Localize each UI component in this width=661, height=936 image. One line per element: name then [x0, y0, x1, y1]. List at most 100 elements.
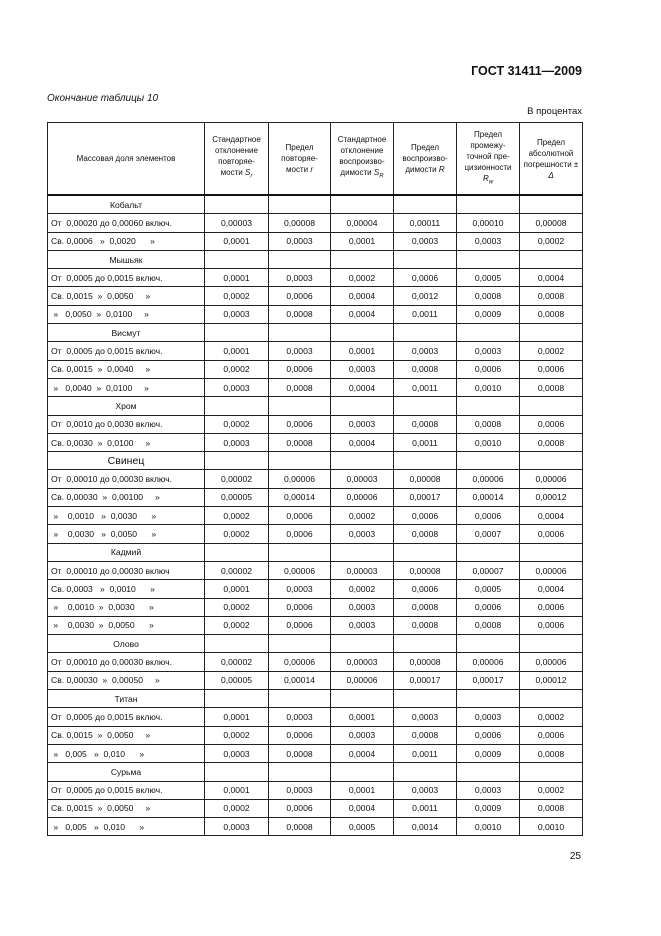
value-cell: 0,0010: [456, 432, 520, 453]
empty-cell: [393, 634, 457, 654]
table-row: Св. 0,0006 » 0,0020 » 0,0001 0,0003 0,0001 0…: [47, 231, 583, 251]
element-name: Свинец: [47, 451, 205, 471]
table-row: » 0,0030 » 0,0050 » 0,0002 0,0006 0,0003 0,0…: [47, 615, 583, 636]
value-cell: 0,0011: [393, 304, 457, 325]
table-row: Св. 0,0015 » 0,0050 » 0,0002 0,0006 0,0004 0…: [47, 286, 583, 306]
value-cell: 0,0003: [204, 432, 269, 453]
mass-fraction-range: От 0,00010 до 0,00030 включ: [47, 560, 205, 581]
empty-cell: [268, 249, 331, 270]
value-cell: 0,0008: [268, 432, 331, 453]
value-cell: 0,0003: [268, 579, 331, 599]
value-cell: 0,0008: [456, 414, 520, 434]
element-name: Кобальт: [47, 194, 205, 215]
table-row: От 0,0005 до 0,0015 включ. 0,0001 0,0003 0,…: [47, 341, 583, 361]
empty-cell: [456, 762, 520, 782]
column-header-text: Стандартное отклонение повторяе-мости: [212, 135, 261, 178]
value-cell: 0,0003: [268, 780, 331, 800]
mass-fraction-range: » 0,0050 » 0,0100 »: [47, 304, 205, 325]
value-cell: 0,00006: [519, 652, 583, 672]
empty-cell: [330, 634, 394, 654]
value-cell: 0,0008: [519, 304, 583, 325]
value-cell: 0,0010: [456, 377, 520, 398]
value-cell: 0,0008: [393, 359, 457, 379]
empty-cell: [393, 451, 457, 471]
value-cell: 0,0006: [268, 615, 331, 636]
empty-cell: [456, 194, 520, 215]
column-header-subscript: r: [250, 173, 253, 180]
empty-cell: [268, 762, 331, 782]
value-cell: 0,0008: [268, 817, 331, 837]
empty-cell: [393, 194, 457, 215]
column-header: Предел воспроизво-димости R: [393, 122, 457, 196]
empty-cell: [204, 396, 269, 416]
value-cell: 0,0003: [456, 780, 520, 800]
value-cell: 0,0006: [393, 579, 457, 599]
value-cell: 0,00011: [393, 213, 457, 233]
empty-cell: [330, 542, 394, 562]
mass-fraction-range: Св. 0,00030 » 0,00100 »: [47, 487, 205, 508]
empty-cell: [268, 451, 331, 471]
column-header-text: Массовая доля элементов: [76, 154, 176, 163]
value-cell: 0,0008: [519, 432, 583, 453]
table-row: Св. 0,00030 » 0,00100 » 0,00005 0,00014 0,0…: [47, 487, 583, 508]
mass-fraction-range: Св. 0,0030 » 0,0100 »: [47, 432, 205, 453]
element-name: Мышьяк: [47, 249, 205, 270]
element-group-row: Кобальт: [47, 194, 583, 215]
element-group-row: Сурьма: [47, 762, 583, 782]
column-header-symbol: R: [438, 165, 445, 174]
element-name: Олово: [47, 634, 205, 654]
table-row: Св. 0,0015 » 0,0050 » 0,0002 0,0006 0,0004 0…: [47, 798, 583, 819]
table-row: » 0,005 » 0,010 » 0,0003 0,0008 0,0005 0,001…: [47, 817, 583, 837]
value-cell: 0,0003: [268, 231, 331, 251]
value-cell: 0,0001: [330, 231, 394, 251]
value-cell: 0,00008: [393, 652, 457, 672]
value-cell: 0,0002: [330, 268, 394, 288]
value-cell: 0,0004: [330, 432, 394, 453]
empty-cell: [393, 542, 457, 562]
value-cell: 0,0001: [204, 579, 269, 599]
element-name: Кадмий: [47, 542, 205, 562]
table-row: » 0,0030 » 0,0050 » 0,0002 0,0006 0,0003 0,0…: [47, 524, 583, 544]
element-group-row: Хром: [47, 396, 583, 416]
table-row: От 0,0010 до 0,0030 включ. 0,0002 0,0006 0,…: [47, 414, 583, 434]
mass-fraction-range: » 0,0010 » 0,0030 »: [47, 506, 205, 526]
empty-cell: [268, 194, 331, 215]
value-cell: 0,0009: [456, 304, 520, 325]
empty-cell: [330, 323, 394, 343]
table-header-row: Массовая доля элементов Стандартное откло…: [47, 122, 583, 196]
value-cell: 0,0002: [204, 506, 269, 526]
mass-fraction-range: От 0,00010 до 0,00030 включ.: [47, 652, 205, 672]
empty-cell: [204, 451, 269, 471]
value-cell: 0,0006: [268, 359, 331, 379]
value-cell: 0,0006: [268, 798, 331, 819]
value-cell: 0,0006: [456, 359, 520, 379]
value-cell: 0,00006: [456, 469, 520, 489]
value-cell: 0,0003: [330, 524, 394, 544]
mass-fraction-range: От 0,0005 до 0,0015 включ.: [47, 268, 205, 288]
standard-number: ГОСТ 31411—2009: [471, 64, 582, 78]
value-cell: 0,0011: [393, 798, 457, 819]
table-row: Св. 0,0015 » 0,0040 » 0,0002 0,0006 0,0003 0…: [47, 359, 583, 379]
empty-cell: [519, 451, 583, 471]
empty-cell: [204, 689, 269, 709]
empty-cell: [330, 396, 394, 416]
value-cell: 0,0008: [268, 743, 331, 764]
empty-cell: [204, 634, 269, 654]
value-cell: 0,0010: [456, 817, 520, 837]
value-cell: 0,0009: [456, 798, 520, 819]
value-cell: 0,0006: [268, 286, 331, 306]
mass-fraction-range: От 0,00010 до 0,00030 включ.: [47, 469, 205, 489]
value-cell: 0,0007: [456, 524, 520, 544]
value-cell: 0,0003: [268, 341, 331, 361]
empty-cell: [393, 689, 457, 709]
value-cell: 0,0008: [268, 377, 331, 398]
value-cell: 0,0008: [393, 725, 457, 745]
column-header-symbol: S: [244, 168, 251, 178]
value-cell: 0,00008: [268, 213, 331, 233]
empty-cell: [456, 249, 520, 270]
empty-cell: [456, 689, 520, 709]
empty-cell: [519, 194, 583, 215]
empty-cell: [268, 634, 331, 654]
column-header: Предел абсолютной погрешности ± Δ: [519, 122, 583, 196]
column-header-symbol: r: [310, 165, 313, 174]
